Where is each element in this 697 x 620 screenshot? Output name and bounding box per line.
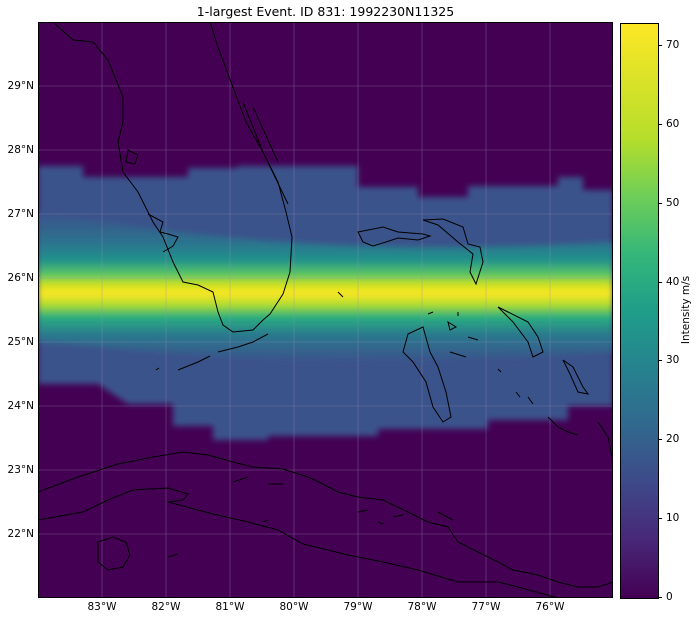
lon-label: 77°W [471,601,501,613]
colorbar-label: Intensity m/s [680,275,692,345]
lon-label: 82°W [151,601,181,613]
map-panel [38,22,613,598]
florida-keys [155,333,269,371]
lon-label: 79°W [343,601,373,613]
lon-label: 81°W [215,601,245,613]
lat-label: 24°N [7,400,34,412]
plot-title: 1-largest Event. ID 831: 1992230N11325 [196,4,455,19]
lon-label: 78°W [407,601,437,613]
lon-label: 80°W [279,601,309,613]
colorbar-tick-label: 60 [666,118,680,130]
wind-core-band [38,212,613,363]
coastlines [38,22,613,598]
lat-label: 29°N [7,80,34,92]
lat-label: 26°N [7,272,34,284]
colorbar-tick-mark [658,45,662,46]
colorbar-tick-mark [658,518,662,519]
colorbar-tick-mark [658,597,662,598]
colorbar-tick-label: 70 [666,39,680,51]
cuba-south-coast [38,487,559,598]
colorbar-tick-label: 10 [666,512,680,524]
isla-juventud [97,536,131,571]
florida-gulf-islands [125,149,179,253]
colorbar-tick-label: 30 [666,354,680,366]
colorbar [620,23,659,599]
colorbar-tick-mark [658,282,662,283]
colorbar-tick-label: 40 [666,276,680,288]
lat-label: 22°N [7,528,34,540]
colorbar-tick-mark [658,124,662,125]
colorbar-tick-label: 50 [666,197,680,209]
colorbar-tick-mark [658,439,662,440]
map-svg [38,22,613,598]
lat-label: 23°N [7,464,34,476]
cuba-coast [38,451,613,588]
bahamas-small [337,291,613,463]
lon-label: 83°W [87,601,117,613]
colorbar-tick-label: 0 [666,591,673,603]
colorbar-tick-mark [658,360,662,361]
bahamas-grand [357,226,432,247]
bahamas-andros [402,326,452,423]
lat-label: 25°N [7,336,34,348]
florida-coast [52,22,293,333]
colorbar-tick-mark [658,203,662,204]
colorbar-tick-label: 20 [666,433,680,445]
graticule [38,22,613,598]
lake-area-lines [242,101,289,205]
cuba-islets [167,476,454,558]
lat-label: 28°N [7,144,34,156]
lon-label: 76°W [535,601,565,613]
lat-label: 27°N [7,208,34,220]
bahamas-abaco [422,218,484,286]
bahamas-eleuthera [497,306,544,358]
